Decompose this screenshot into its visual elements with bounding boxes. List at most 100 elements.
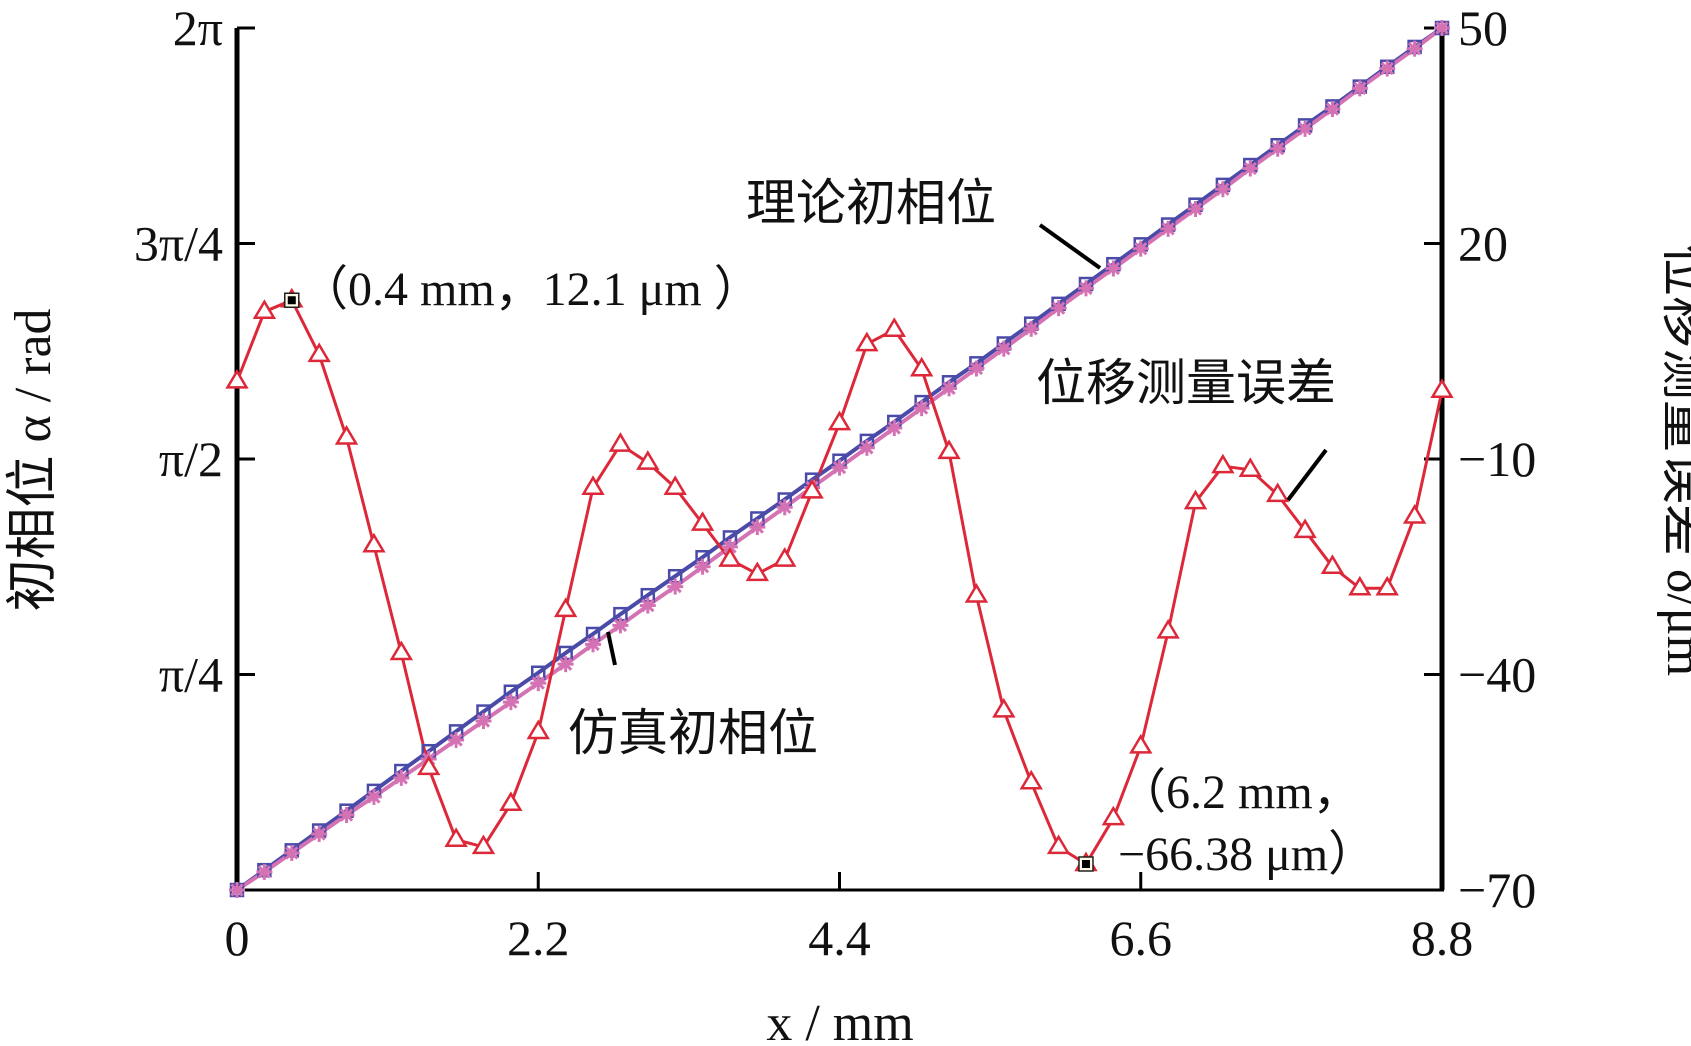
right-tick-label: −10: [1458, 431, 1536, 487]
error-point-marker: [1156, 618, 1180, 639]
error-point-marker: [1320, 554, 1345, 574]
sim-point-marker: [502, 694, 519, 711]
max-point-marker: [287, 296, 296, 305]
error-point-marker: [1101, 805, 1126, 826]
sim-point-marker: [694, 558, 711, 575]
left-tick-label: π/4: [159, 647, 223, 703]
sim-point-marker: [365, 788, 382, 805]
error-point-marker: [937, 439, 961, 460]
sim-point-marker: [557, 656, 574, 673]
right-tick-label: −70: [1458, 862, 1536, 918]
sim-point-marker: [1187, 201, 1204, 218]
sim-point-marker: [886, 419, 903, 436]
right-axis-title: 位移测量误差 δ/μm: [1656, 244, 1691, 676]
error-point-marker: [553, 597, 578, 618]
sim-label: 仿真初相位: [568, 704, 818, 762]
sim-point-marker: [1077, 280, 1094, 297]
sim-point-marker: [1269, 140, 1286, 157]
error-point-marker: [745, 561, 770, 582]
sim-point-marker: [1351, 80, 1368, 97]
sim-point-marker: [1160, 220, 1177, 237]
max-point-label: （0.4 mm，12.1 μm ）: [300, 263, 762, 316]
error-point-marker: [307, 342, 331, 363]
sim-point-marker: [311, 825, 328, 842]
error-point-marker: [499, 791, 523, 812]
sim-point-marker: [393, 769, 410, 786]
error-point-marker: [1019, 769, 1043, 790]
error-point-marker: [690, 511, 715, 531]
error-point-marker: [1348, 575, 1372, 596]
error-point-marker: [526, 719, 550, 740]
error-point-marker: [417, 755, 441, 776]
error-point-marker: [1046, 834, 1071, 855]
x-tick-label: 4.4: [808, 910, 871, 966]
sim-point-marker: [229, 882, 245, 898]
x-tick-label: 0: [225, 910, 250, 966]
error-point-marker: [608, 432, 633, 452]
right-tick-label: −40: [1458, 647, 1536, 703]
error-point-marker: [1211, 453, 1235, 474]
error-leader-line: [1286, 448, 1328, 502]
error-point-marker: [581, 475, 605, 495]
error-point-marker: [1238, 457, 1262, 478]
sim-point-marker: [1105, 260, 1122, 277]
error-point-marker: [882, 317, 906, 337]
error-point-marker: [909, 356, 934, 377]
sim-point-marker: [283, 844, 300, 861]
min-point-label-line1: （6.2 mm，: [1118, 766, 1361, 819]
error-point-marker: [1129, 733, 1153, 754]
error-point-marker: [471, 834, 496, 855]
sim-point-marker: [913, 400, 930, 417]
sim-point-marker: [530, 675, 547, 692]
min-point-marker: [1081, 859, 1090, 868]
error-point-marker: [444, 827, 468, 847]
x-tick-label: 2.2: [507, 910, 570, 966]
error-point-marker: [718, 547, 742, 567]
theory-leader-line: [1038, 223, 1102, 270]
sim-point-marker: [831, 459, 848, 476]
sim-point-marker: [585, 636, 602, 653]
error-point-marker: [362, 532, 386, 553]
sim-point-marker: [256, 863, 273, 880]
error-point-marker: [1183, 489, 1208, 510]
series-layer: [235, 26, 1444, 892]
error-point-marker: [225, 368, 249, 389]
sim-point-marker: [1242, 160, 1259, 177]
ticks: 0 2.2 4.4 6.6 8.8 π/4 π/2 3π/4 2π −70 −40 −10 20 50: [134, 0, 1536, 966]
sim-leader-line: [606, 631, 617, 666]
sim-point-marker: [448, 732, 465, 749]
sim-point-marker: [968, 360, 985, 377]
sim-point-marker: [475, 713, 492, 730]
error-point-marker: [252, 299, 277, 319]
error-point-marker: [773, 547, 797, 567]
sim-point-marker: [1050, 300, 1067, 317]
sim-point-marker: [1379, 60, 1396, 77]
sim-point-marker: [749, 519, 766, 536]
x-tick-label: 6.6: [1110, 910, 1173, 966]
left-tick-label: 2π: [173, 0, 223, 56]
sim-point-marker: [858, 439, 875, 456]
error-point-marker: [636, 450, 660, 470]
error-point-marker: [1402, 504, 1427, 524]
error-point-marker: [964, 583, 989, 603]
x-tick-label: 8.8: [1411, 910, 1474, 966]
sim-point-marker: [1406, 40, 1423, 57]
error-point-marker: [992, 697, 1016, 718]
error-point-marker: [800, 478, 824, 499]
sim-point-marker: [1214, 181, 1231, 198]
marker-layer: [225, 20, 1454, 898]
min-point-label-line2: −66.38 μm）: [1118, 828, 1376, 881]
sim-point-marker: [612, 617, 629, 634]
left-axis-title: 初相位 α / rad: [5, 308, 62, 611]
sim-point-marker: [1297, 120, 1314, 137]
error-point-marker: [1293, 518, 1317, 539]
error-point-marker: [663, 475, 687, 495]
error-point-marker: [1430, 378, 1454, 399]
sim-point-marker: [1132, 240, 1149, 257]
error-point-marker: [855, 331, 879, 352]
sim-point-marker: [995, 340, 1012, 357]
sim-point-marker: [776, 499, 793, 516]
theory-label: 理论初相位: [746, 174, 996, 232]
error-label: 位移测量误差: [1036, 354, 1336, 412]
